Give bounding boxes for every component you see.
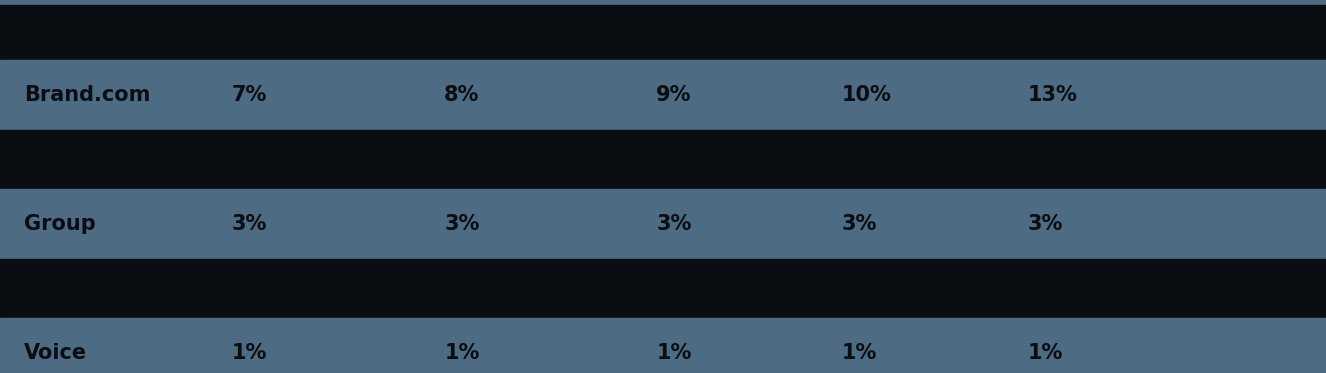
Text: 1%: 1% [444,343,480,363]
Bar [0,318,1326,373]
Bar [0,0,1326,5]
Text: 8%: 8% [444,85,480,105]
Text: 13%: 13% [1028,85,1078,105]
Text: 1%: 1% [842,343,878,363]
Text: 3%: 3% [656,214,692,234]
Text: Voice: Voice [24,343,88,363]
Bar [0,60,1326,130]
Text: Group: Group [24,214,95,234]
Text: 3%: 3% [444,214,480,234]
Text: 1%: 1% [656,343,692,363]
Text: 3%: 3% [1028,214,1063,234]
Text: 3%: 3% [232,214,268,234]
Text: 10%: 10% [842,85,892,105]
Bar [0,189,1326,259]
Bar [0,259,1326,318]
Text: 9%: 9% [656,85,692,105]
Bar [0,5,1326,60]
Text: 3%: 3% [842,214,878,234]
Text: Brand.com: Brand.com [24,85,150,105]
Bar [0,130,1326,189]
Text: 7%: 7% [232,85,268,105]
Text: 1%: 1% [232,343,268,363]
Text: 1%: 1% [1028,343,1063,363]
